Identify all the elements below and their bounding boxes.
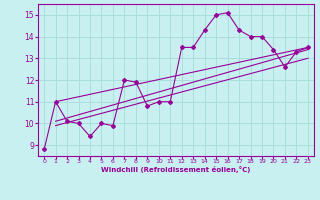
X-axis label: Windchill (Refroidissement éolien,°C): Windchill (Refroidissement éolien,°C)	[101, 166, 251, 173]
